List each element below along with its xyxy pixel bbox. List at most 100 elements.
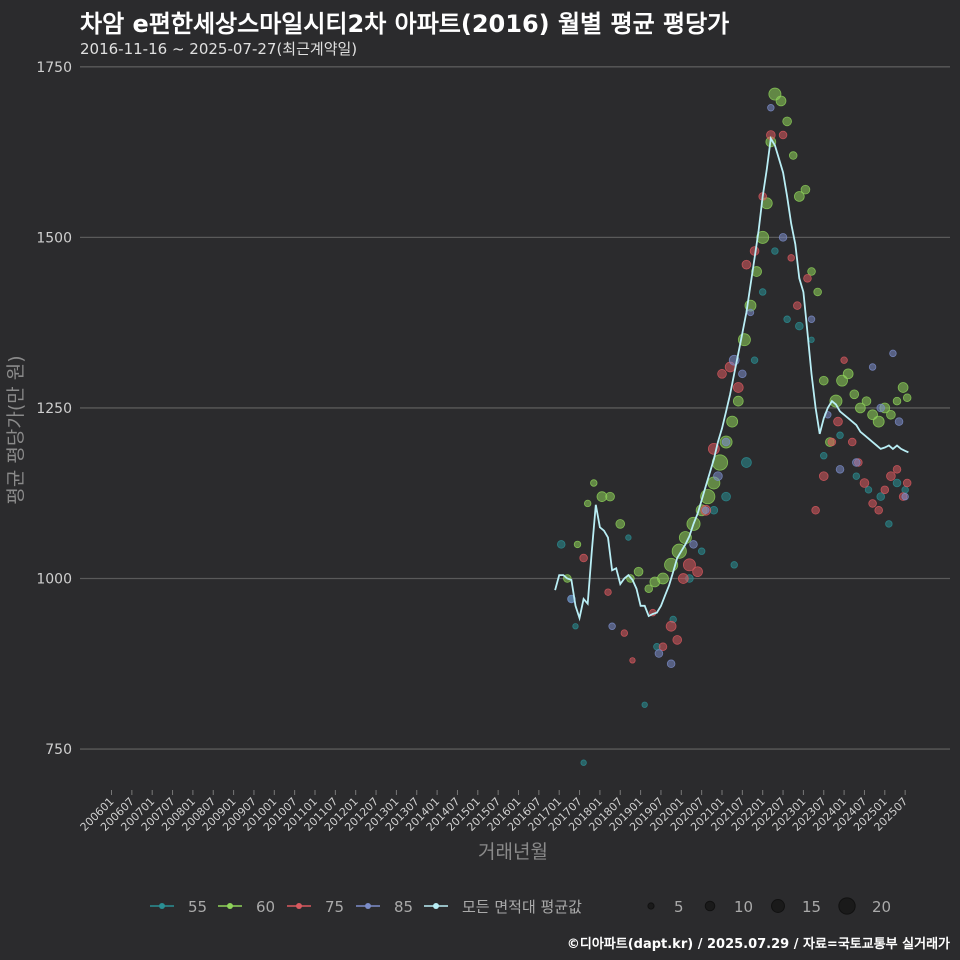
x-axis-label: 거래년월 (478, 841, 548, 863)
data-point-75 (803, 274, 812, 283)
data-point-75 (658, 642, 668, 651)
data-point-55 (556, 540, 566, 549)
x-axis-ticks: 2006012006072007012007072008012008072009… (78, 790, 910, 834)
legend-key-dot (296, 903, 302, 909)
data-point-85 (721, 437, 731, 447)
legend-size-label: 10 (734, 898, 753, 916)
data-point-85 (713, 471, 723, 481)
data-point-85 (778, 233, 788, 242)
data-point-75 (672, 635, 683, 645)
data-point-60 (590, 479, 598, 487)
data-point-55 (795, 321, 804, 331)
data-point-55 (709, 506, 719, 515)
legend: 55 60 75 85 모든 면적대 평균값 5 10 15 20 (150, 897, 891, 916)
data-point-85 (807, 315, 816, 323)
data-point-60 (605, 491, 615, 502)
legend-label: 모든 면적대 평균값 (462, 898, 582, 916)
data-point-60 (756, 230, 770, 244)
data-point-55 (885, 520, 893, 528)
data-point-60 (788, 151, 798, 160)
data-point-55 (876, 492, 885, 501)
legend-key-dot (365, 903, 371, 909)
data-point-55 (750, 356, 759, 364)
data-point-85 (702, 506, 710, 514)
legend-key-dot (227, 903, 233, 909)
data-point-55 (572, 623, 579, 630)
legend-size-label: 5 (674, 898, 684, 916)
y-tick-label: 1500 (36, 230, 72, 246)
data-point-75 (787, 254, 795, 262)
legend-label: 60 (256, 898, 275, 916)
data-point-60 (902, 393, 912, 402)
data-point-60 (775, 95, 787, 107)
average-line-group (554, 135, 909, 622)
data-point-85 (835, 465, 845, 474)
data-point-60 (657, 572, 669, 585)
data-point-85 (738, 369, 747, 379)
data-point-75 (811, 506, 820, 515)
data-point-75 (692, 566, 703, 578)
data-point-85 (654, 649, 664, 658)
data-point-85 (689, 540, 698, 549)
legend-size-circle (838, 897, 856, 915)
data-point-85 (608, 622, 616, 630)
data-point-55 (730, 561, 738, 569)
data-point-75 (732, 382, 744, 393)
data-point-75 (717, 369, 727, 379)
data-point-75 (579, 553, 588, 563)
data-point-55 (783, 315, 791, 323)
data-point-85 (876, 403, 885, 413)
data-point-55 (836, 431, 844, 439)
legend-key-dot (433, 903, 439, 909)
data-point-75 (629, 657, 636, 664)
data-point-75 (620, 629, 629, 637)
data-point-85 (889, 349, 897, 358)
data-point-60 (897, 382, 909, 393)
average-line (554, 135, 909, 622)
data-point-55 (625, 534, 632, 541)
data-point-55 (892, 478, 902, 488)
data-point-75 (818, 471, 829, 481)
data-point-75 (604, 588, 612, 596)
data-point-60 (615, 519, 626, 529)
data-point-60 (818, 375, 829, 386)
data-point-75 (665, 620, 677, 632)
data-point-60 (861, 396, 872, 406)
data-point-75 (840, 356, 848, 364)
legend-label: 75 (325, 898, 344, 916)
data-point-75 (833, 416, 843, 427)
data-point-75 (902, 478, 912, 488)
data-point-75 (859, 478, 870, 488)
grid-lines (80, 66, 950, 750)
data-point-60 (573, 540, 582, 549)
legend-label: 55 (188, 898, 207, 916)
legend-label: 85 (394, 898, 413, 916)
data-point-60 (842, 368, 854, 380)
y-axis-ticks: 750 1000 1250 1500 1750 (36, 60, 72, 758)
data-point-55 (820, 452, 828, 460)
data-point-60 (800, 184, 811, 195)
data-point-75 (886, 471, 896, 481)
data-point-75 (892, 465, 902, 474)
data-point-75 (793, 301, 802, 310)
y-tick-label: 1250 (36, 401, 72, 417)
data-point-55 (697, 547, 706, 555)
data-point-85 (894, 417, 904, 426)
data-point-75 (874, 506, 883, 515)
data-point-55 (641, 701, 648, 708)
data-point-55 (580, 759, 587, 766)
y-tick-label: 1000 (36, 572, 72, 588)
data-point-60 (813, 287, 822, 297)
data-point-60 (782, 116, 792, 127)
data-point-60 (855, 402, 866, 414)
data-point-60 (583, 499, 592, 508)
data-point-85 (767, 104, 775, 112)
y-tick-label: 1750 (36, 60, 72, 76)
data-point-60 (644, 584, 653, 593)
data-point-55 (808, 336, 815, 343)
y-axis-label: 평균 평당가(만 원) (5, 355, 27, 504)
data-point-85 (852, 458, 861, 467)
data-point-85 (666, 659, 676, 669)
data-points (556, 87, 912, 766)
data-point-75 (778, 130, 788, 140)
